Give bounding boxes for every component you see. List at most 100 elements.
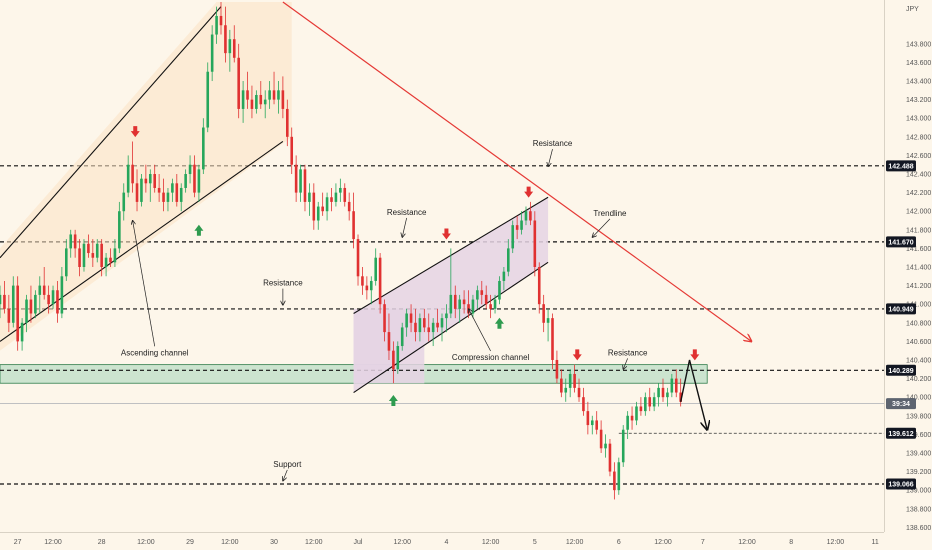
candle-body-153 (674, 378, 678, 393)
candle-body-119 (524, 211, 528, 221)
candle-body-90 (396, 346, 400, 370)
candle-body-6 (25, 299, 28, 323)
candle-body-8 (34, 294, 37, 314)
candle-body-142 (626, 415, 629, 430)
price-tick-label: 139.200 (906, 469, 931, 476)
price-tick-label: 143.200 (906, 97, 931, 104)
candle-body-82 (361, 276, 364, 286)
price-tag-bg-0 (886, 160, 916, 172)
candle-body-117 (515, 225, 519, 230)
price-tick-label: 142.200 (906, 190, 931, 197)
candle-body-74 (325, 197, 329, 212)
signal-up-arrow-icon-5 (388, 394, 398, 406)
price-tag-bg-6 (886, 478, 916, 490)
price-tag-bg-3 (886, 364, 916, 376)
candle-body-4 (16, 285, 19, 342)
candle-body-148 (652, 397, 656, 407)
candle-body-14 (60, 276, 64, 314)
time-tick-label: 12:00 (221, 539, 239, 546)
time-tick-label: 12:00 (654, 539, 672, 546)
candle-body-70 (308, 192, 311, 202)
candle-body-151 (666, 392, 669, 398)
time-tick-label: 8 (789, 539, 793, 546)
candle-body-88 (387, 332, 391, 351)
candle-body-76 (334, 192, 338, 202)
price-tag-label: 139.066 (888, 482, 913, 489)
candle-body-146 (644, 397, 647, 412)
price-tick-label: 143.800 (906, 41, 931, 48)
candle-body-129 (568, 373, 572, 388)
channel-lower-line-0 (0, 141, 284, 342)
price-tag-label: 141.670 (888, 239, 913, 246)
annotation-label-6: Resistance (608, 348, 648, 357)
candle-body-95 (418, 318, 422, 333)
candle-body-45 (197, 169, 201, 193)
candle-body-79 (347, 201, 351, 212)
price-tick-label: 142.600 (906, 153, 931, 160)
candle-body-37 (162, 192, 165, 202)
candle-body-133 (586, 411, 590, 426)
candle-body-96 (423, 318, 426, 328)
candle-body-143 (630, 415, 634, 421)
time-tick-label: 12:00 (482, 539, 500, 546)
annotations-layer: Resistance Trendline Resistance Resistance A… (121, 139, 648, 481)
candle-body-83 (365, 285, 369, 291)
time-tick-label: 30 (270, 539, 278, 546)
candle-body-24 (104, 257, 108, 267)
price-tick-label: 143.400 (906, 79, 931, 86)
candle-body-51 (224, 25, 227, 54)
candle-body-65 (286, 108, 289, 137)
annotation-label-7: Support (273, 460, 302, 469)
signal-down-arrow-icon-3 (524, 186, 534, 198)
candle-body-29 (126, 164, 130, 193)
candle-body-48 (210, 34, 214, 72)
candle-body-59 (259, 94, 263, 105)
candle-body-135 (595, 420, 598, 430)
candle-body-55 (241, 90, 245, 109)
price-tick-label: 140.000 (906, 395, 931, 402)
candle-body-94 (414, 322, 417, 333)
candle-body-9 (38, 285, 42, 295)
price-tag-bg-5 (886, 427, 916, 439)
price-tag-label: 39:34 (892, 401, 910, 408)
price-tick-label: 139.600 (906, 432, 931, 439)
candle-body-16 (69, 234, 73, 249)
candle-body-66 (290, 136, 294, 165)
candle-body-100 (440, 318, 444, 328)
signal-up-arrow-icon-1 (194, 224, 204, 236)
candle-body-124 (546, 318, 550, 323)
candle-body-128 (564, 387, 568, 393)
candle-body-22 (95, 243, 99, 258)
price-tag-bg-4 (886, 398, 916, 410)
candle-body-101 (445, 313, 448, 319)
price-axis-background (884, 0, 932, 550)
time-tick-label: 12:00 (44, 539, 62, 546)
time-tick-label: 11 (872, 539, 879, 546)
candle-body-105 (462, 299, 466, 305)
candle-body-68 (299, 169, 302, 193)
price-tick-label: 141.000 (906, 302, 931, 309)
candle-body-150 (661, 387, 665, 398)
price-tick-label: 142.800 (906, 134, 931, 141)
price-tick-label: 142.400 (906, 172, 931, 179)
candle-body-139 (613, 471, 616, 491)
candle-body-108 (476, 290, 479, 300)
time-tick-label: Jul (354, 539, 363, 546)
candle-body-114 (502, 271, 506, 281)
candle-body-11 (47, 294, 50, 305)
candle-body-123 (542, 304, 545, 323)
price-tick-label: 139.800 (906, 413, 931, 420)
candle-body-60 (263, 99, 267, 105)
time-tick-label: 12:00 (305, 539, 323, 546)
annotation-label-1: Trendline (593, 209, 627, 218)
annotation-label-3: Resistance (263, 279, 303, 288)
candle-body-56 (246, 90, 249, 100)
candle-body-25 (109, 257, 112, 263)
candle-body-147 (648, 397, 652, 407)
candle-body-107 (471, 299, 475, 314)
candle-body-110 (484, 294, 488, 305)
candle-body-97 (427, 327, 431, 333)
time-tick-label: 4 (444, 539, 448, 546)
